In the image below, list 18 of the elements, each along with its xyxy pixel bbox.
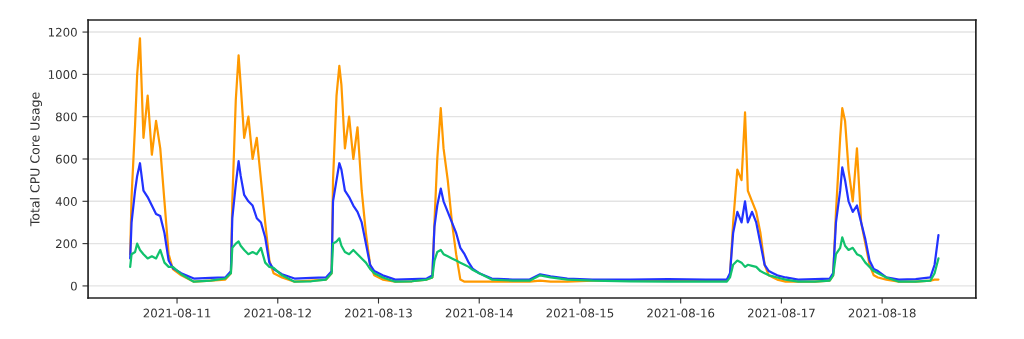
x-tick-label: 2021-08-14 [445, 308, 513, 318]
x-tick-label: 2021-08-13 [345, 308, 412, 318]
y-tick-label: 1000 [48, 70, 77, 80]
x-tick-label: 2021-08-12 [244, 308, 311, 318]
y-tick-label: 1200 [48, 27, 77, 37]
y-axis-title: Total CPU Core Usage [29, 92, 43, 227]
x-tick-label: 2021-08-11 [143, 308, 211, 318]
line-series [129, 160, 940, 281]
y-tick-label: 800 [55, 112, 77, 122]
y-tick-label: 600 [55, 154, 77, 164]
y-tick-label: 200 [55, 239, 77, 249]
y-tick-label: 0 [70, 281, 77, 291]
y-tick-label: 400 [55, 197, 77, 206]
x-tick-label: 2021-08-18 [848, 308, 916, 318]
x-tick-label: 2021-08-15 [546, 308, 614, 318]
x-tick-label: 2021-08-16 [647, 308, 715, 318]
x-tick-label: 2021-08-17 [747, 308, 815, 318]
line-series [129, 236, 940, 283]
